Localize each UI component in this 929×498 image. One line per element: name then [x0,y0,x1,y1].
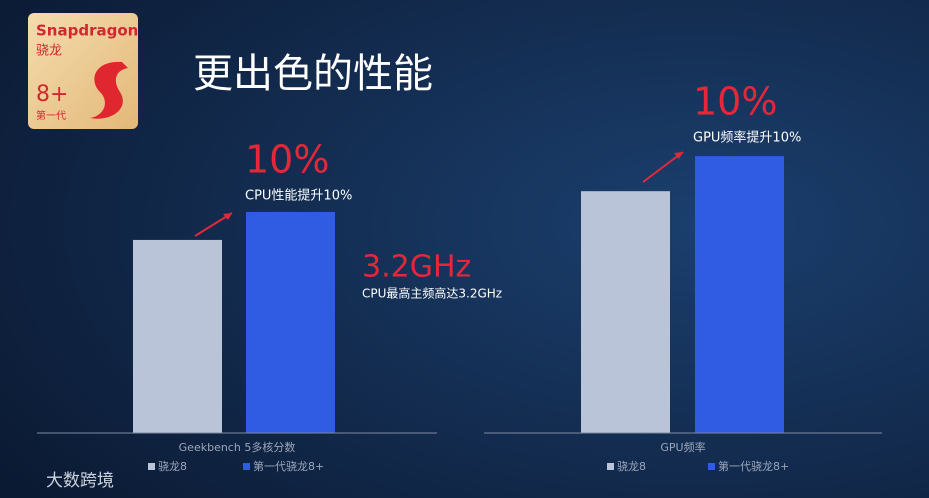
bar [133,239,222,433]
annotation: CPU最高主频高达3.2GHz [362,286,502,301]
annotation: 10% [693,80,777,124]
bar [581,191,670,433]
watermark: 大数跨境 [46,471,114,491]
annotation: 10% [245,138,329,182]
arrow-head [674,152,683,159]
x-axis-label: Geekbench 5多核分数 [179,440,296,454]
legend-swatch [243,463,250,470]
annotation: CPU性能提升10% [245,188,352,204]
arrow-head [223,213,232,220]
arrow [642,151,684,183]
legend-swatch [708,463,715,470]
logo-brand: Snapdragon [36,22,138,40]
logo-cn: 骁龙 [36,44,62,59]
legend-label: 骁龙8 [617,459,646,473]
logo: Snapdragon 骁龙 8+ 第一代 [28,13,138,129]
logo-model: 8+ [36,82,68,107]
x-axis-label: GPU频率 [660,440,705,454]
legend-swatch [607,463,614,470]
annotation: 3.2GHz [362,250,471,285]
annotation: GPU频率提升10% [693,130,801,146]
legend-label: 骁龙8 [158,459,187,473]
legend-label: 第一代骁龙8+ [718,459,789,473]
logo-gen: 第一代 [36,109,66,122]
bar [246,211,335,433]
logo-mark [90,61,128,119]
slide-title: 更出色的性能 [193,51,433,97]
bar [695,156,784,433]
legend-swatch [148,463,155,470]
legend-label: 第一代骁龙8+ [253,459,324,473]
